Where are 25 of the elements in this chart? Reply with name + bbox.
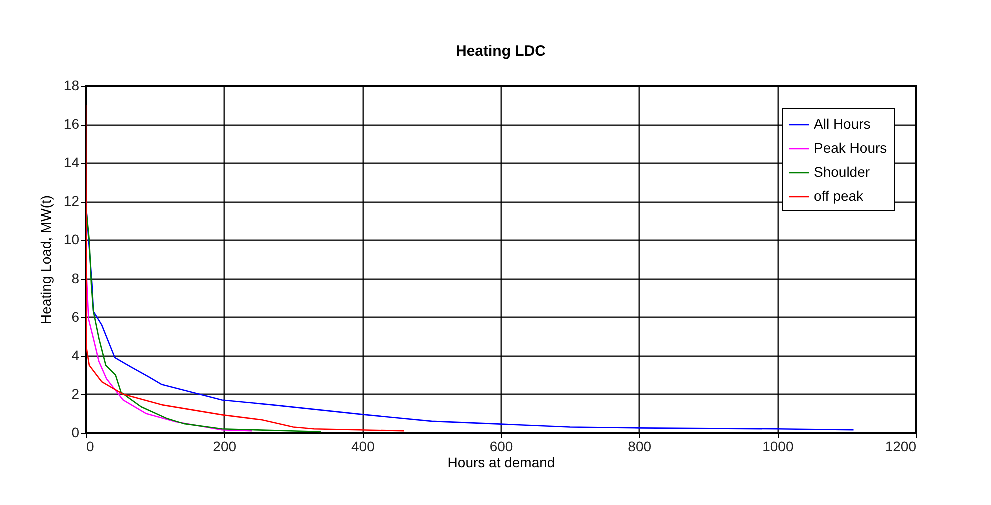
x-tick-label: 600: [490, 438, 514, 454]
y-tick-label: 0: [72, 424, 80, 440]
legend-label: Shoulder: [814, 164, 870, 180]
legend-label: off peak: [814, 188, 865, 204]
x-tick-label: 1000: [762, 438, 794, 454]
y-tick-label: 16: [64, 116, 80, 132]
x-tick-label: 0: [86, 438, 94, 454]
y-axis-title: Heating Load, MW(t): [38, 195, 54, 325]
y-tick-label: 2: [72, 386, 80, 402]
y-tick-label: 10: [64, 232, 80, 248]
line-series: [86, 104, 405, 432]
x-tick-label: 400: [351, 438, 376, 454]
x-tick-label: 1200: [885, 438, 917, 454]
legend-label: All Hours: [814, 116, 871, 132]
x-axis-title: Hours at demand: [448, 454, 556, 470]
y-tick-label: 18: [64, 78, 80, 94]
y-tick-label: 12: [64, 193, 80, 210]
y-tick-label: 6: [72, 308, 80, 325]
x-tick-label: 800: [628, 438, 652, 454]
y-tick-label: 4: [72, 347, 80, 364]
x-tick-label: 200: [213, 438, 237, 454]
y-tick-label: 14: [64, 154, 80, 171]
y-tick-label: 8: [72, 270, 80, 286]
chart-title: Heating LDC: [456, 43, 546, 60]
legend-label: Peak Hours: [814, 140, 888, 156]
